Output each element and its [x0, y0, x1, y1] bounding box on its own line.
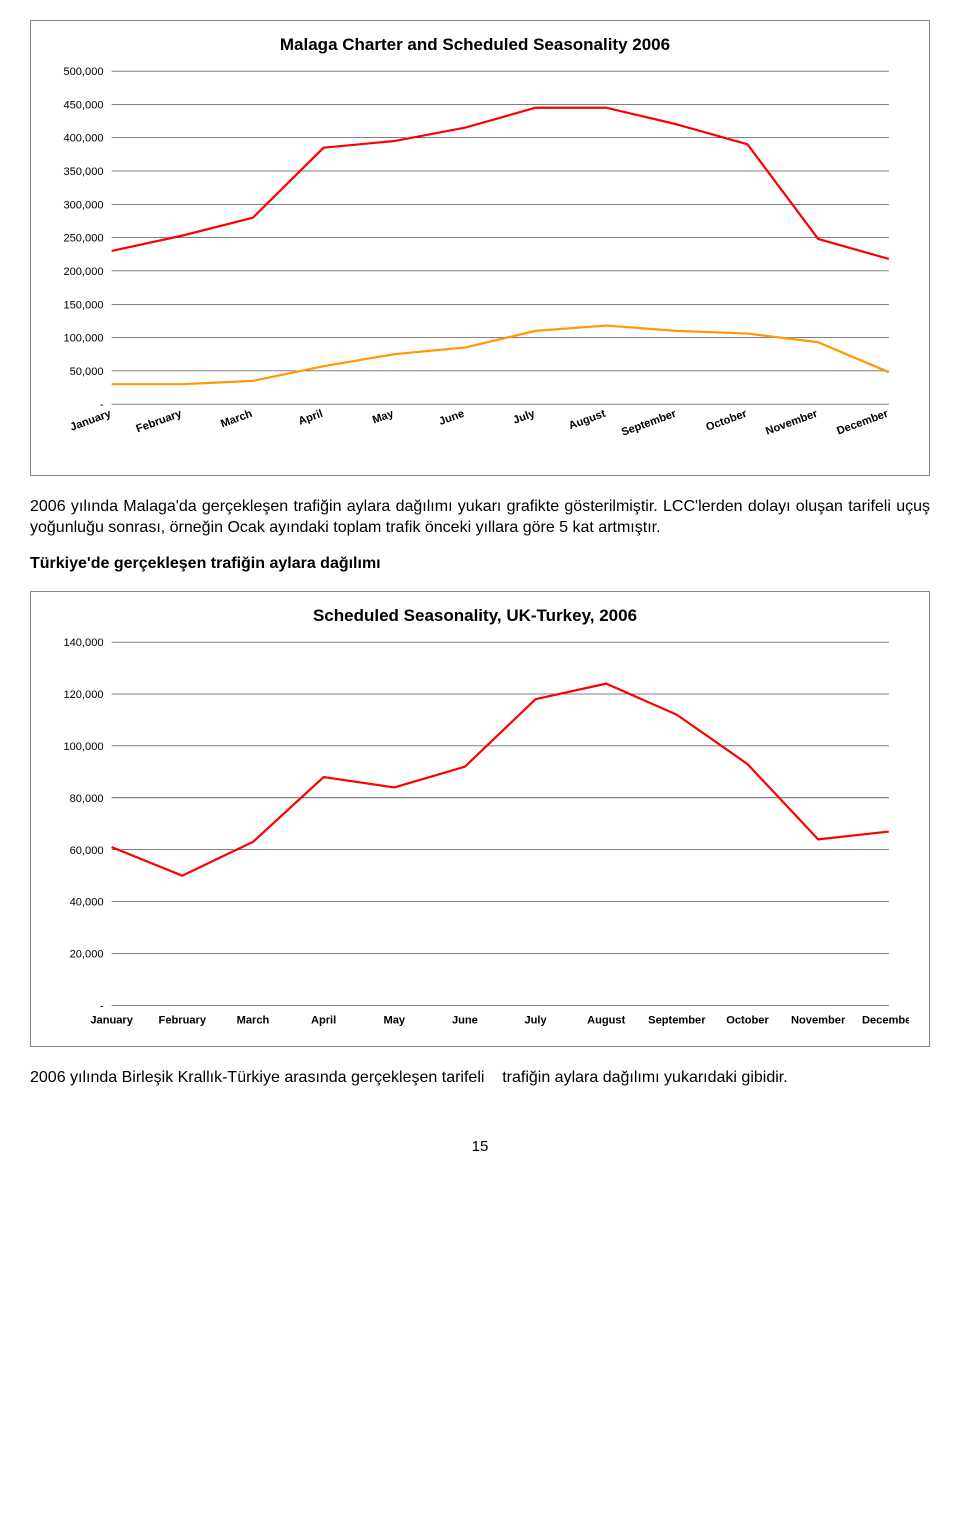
svg-text:150,000: 150,000 — [63, 299, 103, 311]
svg-text:June: June — [452, 1015, 478, 1027]
svg-text:September: September — [648, 1015, 706, 1027]
paragraph-turkey: 2006 yılında Birleşik Krallık-Türkiye ar… — [30, 1067, 930, 1089]
svg-text:20,000: 20,000 — [70, 948, 104, 960]
svg-text:September: September — [620, 408, 679, 439]
svg-text:400,000: 400,000 — [63, 133, 103, 145]
svg-text:December: December — [862, 1015, 909, 1027]
chart1-title: Malaga Charter and Scheduled Seasonality… — [41, 35, 909, 55]
svg-text:June: June — [437, 408, 465, 428]
svg-text:October: October — [726, 1015, 769, 1027]
svg-text:October: October — [704, 408, 749, 434]
svg-text:April: April — [311, 1015, 336, 1027]
chart1-plot: -50,000100,000150,000200,000250,000300,0… — [41, 61, 909, 465]
chart2-plot: - 20,000 40,000 60,000 80,000 100,000 120,000 1… — [41, 632, 909, 1036]
svg-text:April: April — [297, 408, 325, 428]
svg-text:300,000: 300,000 — [63, 199, 103, 211]
svg-text:August: August — [587, 1015, 626, 1027]
svg-text:40,000: 40,000 — [70, 897, 104, 909]
svg-text:December: December — [835, 408, 890, 438]
svg-text:May: May — [371, 408, 396, 427]
svg-text:November: November — [764, 408, 820, 438]
svg-text:February: February — [135, 408, 184, 436]
svg-text:450,000: 450,000 — [63, 99, 103, 111]
svg-text:140,000: 140,000 — [63, 637, 103, 649]
svg-text:January: January — [69, 408, 114, 434]
svg-text:August: August — [567, 408, 607, 432]
svg-text:350,000: 350,000 — [63, 166, 103, 178]
svg-text:100,000: 100,000 — [63, 741, 103, 753]
svg-text:July: July — [512, 408, 538, 427]
svg-text:July: July — [524, 1015, 547, 1027]
svg-text:January: January — [90, 1015, 133, 1027]
paragraph2-part-a: 2006 yılında Birleşik Krallık-Türkiye ar… — [30, 1069, 484, 1086]
svg-text:60,000: 60,000 — [70, 845, 104, 857]
svg-text:March: March — [219, 408, 254, 431]
svg-text:-: - — [100, 1000, 104, 1012]
paragraph-malaga: 2006 yılında Malaga'da gerçekleşen trafi… — [30, 496, 930, 539]
svg-text:80,000: 80,000 — [70, 793, 104, 805]
svg-text:February: February — [159, 1015, 207, 1027]
paragraph2-part-b: trafiğin aylara dağılımı yukarıdaki gibi… — [502, 1069, 787, 1086]
svg-text:200,000: 200,000 — [63, 266, 103, 278]
chart2-title: Scheduled Seasonality, UK-Turkey, 2006 — [41, 606, 909, 626]
svg-text:May: May — [383, 1015, 405, 1027]
svg-text:120,000: 120,000 — [63, 689, 103, 701]
page-number: 15 — [30, 1138, 930, 1155]
svg-text:November: November — [791, 1015, 846, 1027]
chart-turkey: Scheduled Seasonality, UK-Turkey, 2006 -… — [30, 591, 930, 1047]
svg-text:250,000: 250,000 — [63, 233, 103, 245]
heading-turkey: Türkiye'de gerçekleşen trafiğin aylara d… — [30, 555, 930, 573]
svg-text:March: March — [237, 1015, 270, 1027]
svg-text:100,000: 100,000 — [63, 333, 103, 345]
chart-malaga: Malaga Charter and Scheduled Seasonality… — [30, 20, 930, 476]
svg-text:50,000: 50,000 — [70, 366, 104, 378]
svg-text:500,000: 500,000 — [63, 66, 103, 78]
